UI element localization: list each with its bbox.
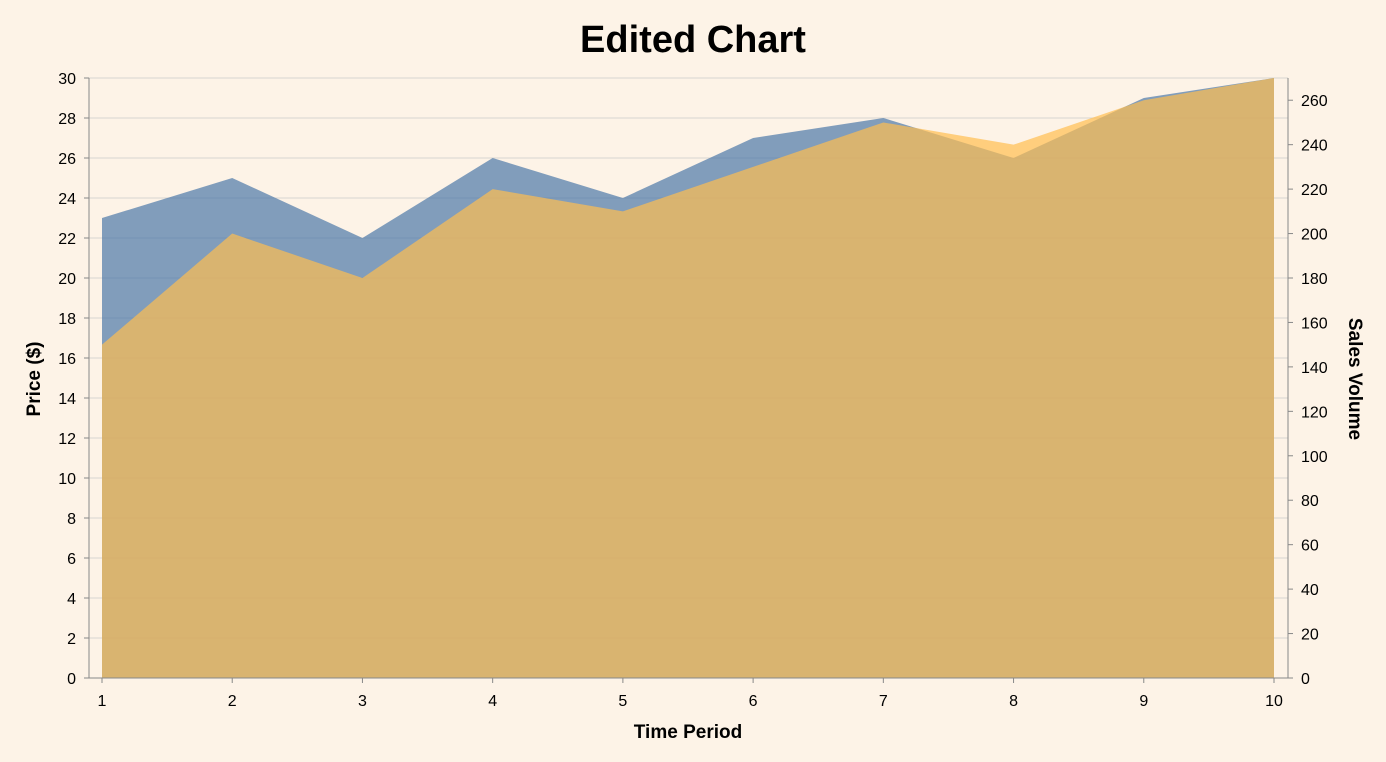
x-tick-label: 1 xyxy=(98,693,107,710)
x-axis-title: Time Period xyxy=(634,722,742,743)
right-tick-label: 60 xyxy=(1301,538,1319,555)
right-tick-label: 40 xyxy=(1301,582,1319,599)
left-tick-label: 20 xyxy=(58,271,76,288)
right-tick-label: 140 xyxy=(1301,360,1328,377)
left-tick-label: 0 xyxy=(67,671,76,688)
series-areas xyxy=(102,78,1274,678)
left-tick-label: 4 xyxy=(67,591,76,608)
x-tick-label: 6 xyxy=(749,693,758,710)
left-tick-label: 10 xyxy=(58,471,76,488)
right-tick-label: 220 xyxy=(1301,182,1328,199)
left-y-axis-title: Price ($) xyxy=(24,342,45,417)
left-tick-label: 6 xyxy=(67,551,76,568)
left-tick-label: 26 xyxy=(58,151,76,168)
x-axis: 1 2 3 4 5 6 7 8 9 10 xyxy=(89,677,1288,710)
x-tick-label: 8 xyxy=(1009,693,1018,710)
x-tick-label: 3 xyxy=(358,693,367,710)
x-tick-label: 2 xyxy=(228,693,237,710)
left-tick-label: 28 xyxy=(58,111,76,128)
left-tick-label: 22 xyxy=(58,231,76,248)
right-tick-label: 120 xyxy=(1301,404,1328,421)
left-tick-label: 24 xyxy=(58,191,76,208)
x-tick-label: 7 xyxy=(879,693,888,710)
right-y-axis: 0 20 40 60 80 100 120 140 160 180 200 220 240 260 xyxy=(1287,78,1328,688)
series-area-2 xyxy=(102,78,1274,678)
right-tick-label: 80 xyxy=(1301,493,1319,510)
x-tick-label: 9 xyxy=(1139,693,1148,710)
left-tick-label: 2 xyxy=(67,631,76,648)
x-tick-label: 5 xyxy=(618,693,627,710)
right-tick-label: 180 xyxy=(1301,271,1328,288)
right-tick-label: 240 xyxy=(1301,138,1328,155)
chart-title: Edited Chart xyxy=(580,19,806,61)
left-tick-label: 8 xyxy=(67,511,76,528)
right-tick-label: 20 xyxy=(1301,627,1319,644)
left-tick-label: 14 xyxy=(58,391,76,408)
left-tick-label: 16 xyxy=(58,351,76,368)
right-tick-label: 100 xyxy=(1301,449,1328,466)
x-tick-label: 10 xyxy=(1265,693,1283,710)
left-tick-label: 30 xyxy=(58,71,76,88)
right-tick-label: 160 xyxy=(1301,315,1328,332)
right-tick-label: 200 xyxy=(1301,227,1328,244)
right-y-axis-title: Sales Volume xyxy=(1344,318,1365,440)
right-tick-label: 260 xyxy=(1301,93,1328,110)
left-tick-label: 18 xyxy=(58,311,76,328)
right-tick-label: 0 xyxy=(1301,671,1310,688)
left-tick-label: 12 xyxy=(58,431,76,448)
x-tick-label: 4 xyxy=(488,693,497,710)
